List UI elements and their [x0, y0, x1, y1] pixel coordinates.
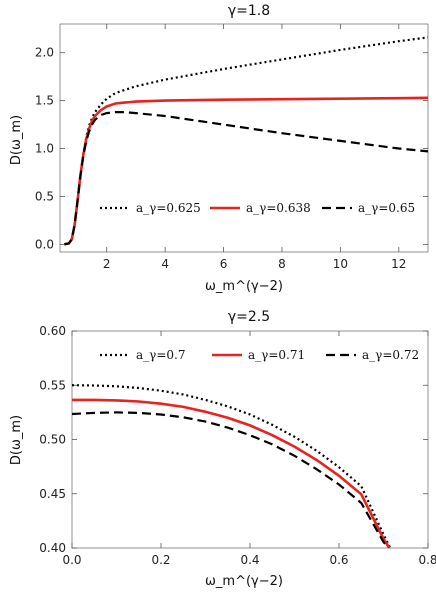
panel-2-xlabel: ω_m^(γ−2) [205, 574, 283, 589]
series-line-2 [72, 398, 391, 548]
x-tick-label: 8 [278, 257, 286, 271]
x-tick-label: 0.4 [240, 553, 259, 567]
y-tick-label: 0.0 [35, 237, 54, 251]
y-tick-label: 0.50 [39, 433, 66, 447]
panel-bottom: γ=2.5 0.0 0.2 0.4 0.6 0.8 0.40 0.45 0.50 0.55 0.6… [9, 309, 436, 589]
series-line-2 [64, 96, 428, 246]
x-tick-label: 0.0 [62, 553, 81, 567]
panel-top: γ=1.8 2 4 6 8 10 12 0.0 0.5 1.0 1.5 2.0 a_γ=0.625 a… [9, 3, 429, 294]
legend-label-2: a_γ=0.71 [248, 348, 305, 362]
y-tick-label: 0.5 [35, 189, 54, 203]
legend-label-3: a_γ=0.65 [358, 201, 415, 215]
panel-2-title: γ=2.5 [228, 309, 270, 325]
legend-label-1: a_γ=0.7 [136, 348, 185, 362]
y-tick-label: 0.45 [39, 487, 66, 501]
x-tick-label: 6 [220, 257, 228, 271]
y-tick-label: 0.55 [39, 378, 66, 392]
y-tick-label: 0.40 [39, 541, 66, 555]
series-line-3 [64, 111, 428, 246]
legend-label-1: a_γ=0.625 [136, 201, 201, 215]
series-line-1 [72, 384, 392, 548]
x-tick-label: 10 [333, 257, 348, 271]
x-tick-label: 0.2 [151, 553, 170, 567]
panel-2-ylabel: D(ω_m) [9, 415, 24, 465]
legend-label-3: a_γ=0.72 [362, 348, 419, 362]
panel-1-ylabel: D(ω_m) [9, 115, 24, 165]
y-tick-label: 1.0 [35, 142, 54, 156]
x-tick-label: 12 [391, 257, 406, 271]
y-tick-label: 2.0 [35, 46, 54, 60]
legend-label-2: a_γ=0.638 [246, 201, 311, 215]
x-tick-label: 2 [103, 257, 111, 271]
y-tick-label: 1.5 [35, 94, 54, 108]
x-tick-label: 4 [161, 257, 169, 271]
panel-1-xlabel: ω_m^(γ−2) [205, 279, 283, 294]
x-tick-label: 0.6 [329, 553, 348, 567]
series-line-3 [72, 411, 390, 548]
x-tick-label: 0.8 [418, 553, 436, 567]
y-tick-label: 0.60 [39, 324, 66, 338]
panel-1-frame [59, 23, 429, 253]
panel-1-title: γ=1.8 [228, 3, 270, 19]
